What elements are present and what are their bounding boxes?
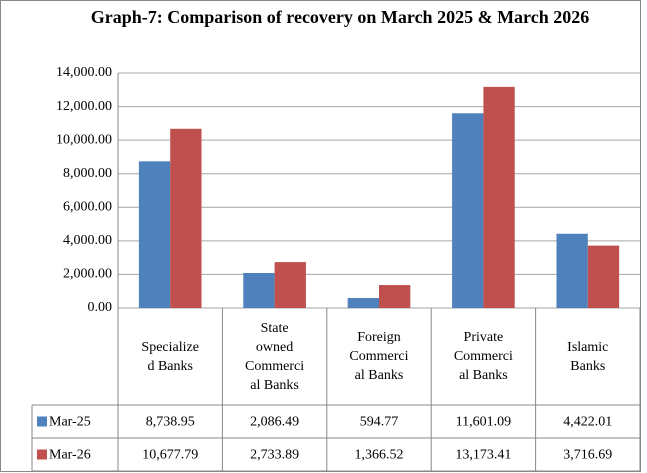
bar: [138, 161, 171, 308]
x-tick-label: Foreign Commercial Banks: [349, 330, 409, 383]
category-box: Foreign Commercial Banks: [327, 308, 431, 405]
y-tick-label: 10,000.00: [56, 132, 112, 147]
chart-title: Graph-7: Comparison of recovery on March…: [90, 7, 590, 27]
bar: [170, 128, 202, 308]
category-cell: Private Commercial Banks: [431, 308, 535, 405]
legend-label: Mar-26: [49, 448, 91, 463]
value-label: 2,733.89: [250, 448, 299, 463]
legend-label: Mar-25: [49, 415, 91, 430]
title-box: Graph-7: Comparison of recovery on March…: [90, 7, 590, 27]
y-tick-label: 12,000.00: [56, 99, 112, 114]
value-label: 594.77: [360, 415, 399, 430]
bar: [347, 298, 379, 308]
bar: [379, 285, 411, 308]
category-box: Specialized Banks: [118, 308, 222, 405]
category-cell: Specialized Banks: [118, 308, 222, 405]
y-tick-label: 4,000.00: [63, 233, 112, 248]
legend-swatch: [37, 416, 47, 427]
category-cell: Islamic Banks: [536, 308, 640, 405]
x-tick-label: State owned Commercial Banks: [245, 320, 305, 393]
category-cell: State owned Commercial Banks: [222, 308, 326, 405]
value-label: 2,086.49: [250, 415, 299, 430]
value-label: 8,738.95: [146, 415, 195, 430]
value-label: 11,601.09: [456, 415, 511, 430]
y-tick-label: 6,000.00: [63, 200, 112, 215]
x-tick-label: Specialized Banks: [141, 339, 199, 374]
value-label: 1,366.52: [355, 448, 404, 463]
bar: [587, 245, 620, 308]
value-label: 3,716.69: [563, 448, 612, 463]
bar: [483, 86, 515, 308]
bar: [274, 262, 306, 308]
legend-swatch: [37, 449, 47, 460]
category-cell: Foreign Commercial Banks: [327, 308, 431, 405]
value-label: 10,677.79: [142, 448, 198, 463]
y-tick-label: 8,000.00: [63, 166, 112, 181]
value-label: 13,173.41: [455, 448, 511, 463]
y-tick-label: 14,000.00: [56, 65, 112, 80]
category-box: Private Commercial Banks: [431, 308, 535, 405]
bar: [243, 272, 275, 308]
bar: [556, 233, 588, 308]
category-box: State owned Commercial Banks: [222, 308, 326, 405]
category-box: Islamic Banks: [536, 308, 640, 405]
bar: [452, 113, 484, 308]
x-tick-label: Islamic Banks: [567, 339, 609, 374]
x-tick-label: Private Commercial Banks: [453, 330, 513, 383]
y-tick-label: 2,000.00: [63, 267, 112, 282]
y-tick-label: 0.00: [88, 300, 113, 315]
value-label: 4,422.01: [563, 415, 612, 430]
